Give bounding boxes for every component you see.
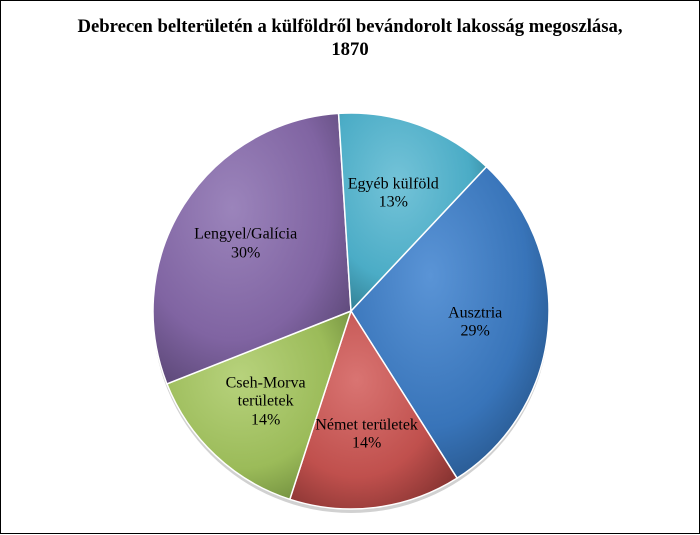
slice-label-ausztria: Ausztria 29% — [448, 304, 502, 341]
slice-label-line: Lengyel/Galícia — [194, 226, 297, 243]
slice-label-line: 14% — [251, 411, 280, 428]
slice-label-line: 30% — [231, 244, 260, 261]
slice-label-line: 14% — [352, 435, 381, 452]
slice-label-line: Német területek — [315, 416, 418, 433]
slice-label-egy-b-k-lf-ld: Egyéb külföld 13% — [348, 175, 439, 212]
slice-label-line: Ausztria — [448, 304, 502, 321]
slice-label-lengyel-gal-cia: Lengyel/Galícia30% — [194, 226, 297, 263]
slice-label-line: 13% — [379, 194, 408, 211]
slice-label-n-met-ter-letek: Német területek 14% — [315, 416, 418, 453]
slice-label-line: 29% — [461, 323, 490, 340]
slice-label-line: területek — [238, 393, 294, 410]
slice-label-line: Cseh-Morva — [226, 374, 306, 391]
slice-label-cseh-morva-ter-letek: Cseh-Morva területek14% — [226, 374, 306, 429]
pie-chart-container: Debrecen belterületén a külföldről beván… — [0, 0, 700, 534]
pie-plot — [1, 1, 700, 535]
slice-label-line: Egyéb külföld — [348, 175, 439, 192]
